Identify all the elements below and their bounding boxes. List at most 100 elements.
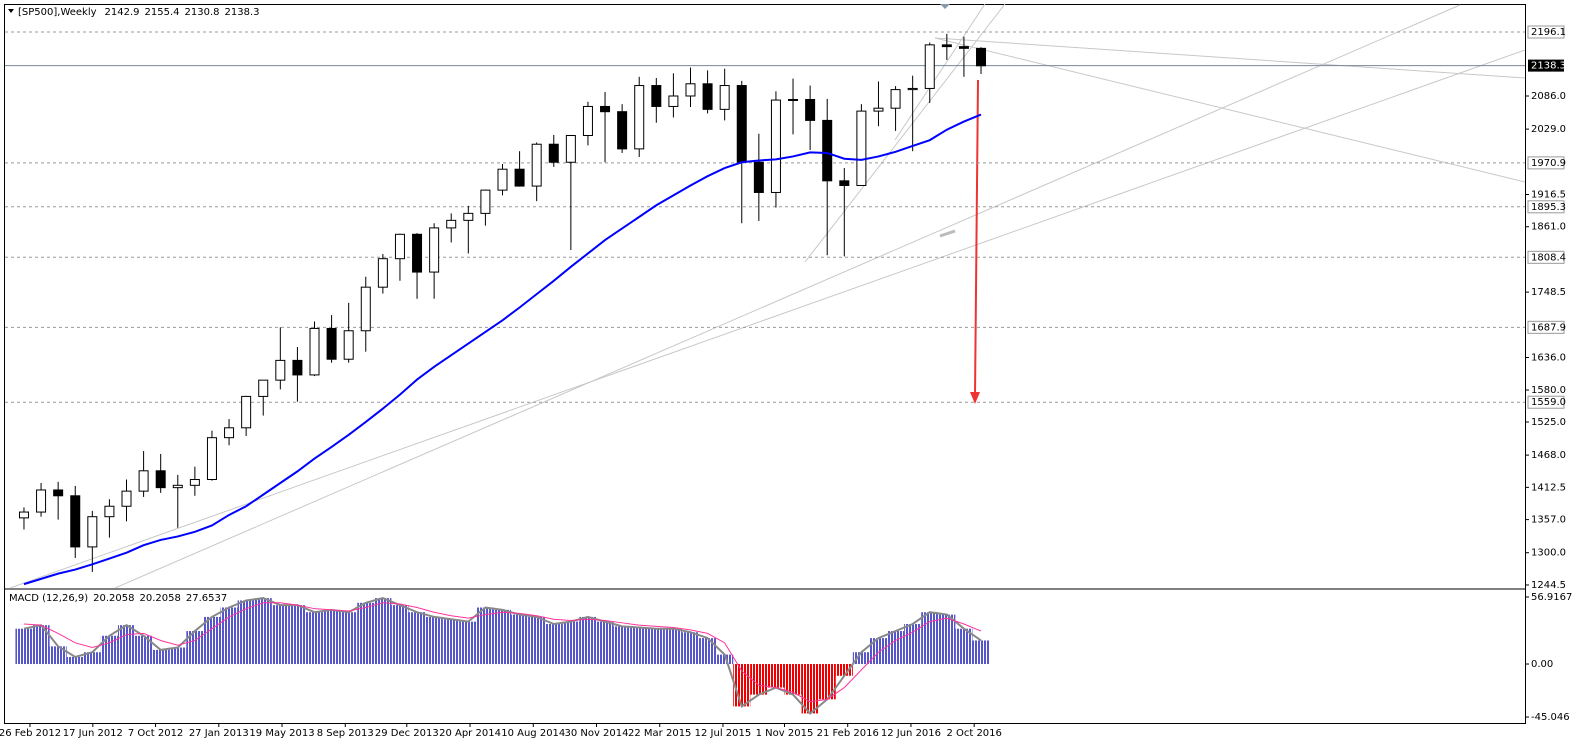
candle-body [770,99,781,193]
macd-bar [340,612,358,665]
trendline [894,4,986,141]
macd-bar [237,600,255,665]
candle-body [429,227,440,273]
y-tick-label: 1525.0 [1531,417,1566,428]
candle-body [343,330,354,360]
level-label-box [1527,200,1565,214]
level-label: 2196.1 [1531,27,1566,38]
level-label-box [1527,395,1565,409]
candle-body [668,95,679,107]
y-tick-label: 1861.0 [1531,222,1566,233]
macd-bar [596,621,614,665]
candle-body [514,168,525,187]
x-tick-label: 30 Nov 2014 [564,728,628,739]
candle-body [18,511,29,519]
y-tick-label: 1412.5 [1531,482,1566,493]
macd-bar [716,654,734,665]
candle-body [87,516,98,548]
candle-body [702,83,713,110]
candle-body [617,111,628,150]
macd-bar [630,627,648,665]
candle-body [565,135,576,163]
macd-value: 20.2058 [140,593,181,604]
frame [4,4,1526,724]
candle-body [805,98,816,121]
candle-body [224,427,235,439]
y-tick-label: 1357.0 [1531,515,1566,526]
shift-marker [940,4,950,9]
macd-bar [49,646,67,665]
y-tick-label: 1748.5 [1531,287,1566,298]
macd-bar [220,607,238,665]
chart-header: [SP500],Weekly 2142.9 2155.4 2130.8 2138.3 [18,7,260,18]
macd-title: MACD (12,26,9) [9,593,88,604]
macd-bar [152,649,170,665]
macd-bar [442,619,460,665]
y-tick-label: 1580.0 [1531,385,1566,396]
macd-bar [852,652,870,665]
macd-bar [972,640,990,665]
macd-bar [32,625,50,665]
candle-body [480,189,491,214]
macd-value: 20.2058 [93,593,134,604]
level-label: 1559.0 [1531,397,1566,408]
candle-body [736,85,747,163]
candle-body [377,258,388,288]
macd-bar [921,612,939,665]
level-label: 1970.9 [1531,158,1566,169]
trendlines [9,4,1525,588]
candle-body [548,143,559,163]
trendline [934,37,1525,79]
macd-bar [493,609,512,665]
candle-body [822,119,833,182]
macd-bar [305,612,324,665]
candle-body [275,359,286,381]
x-tick-label: 2 Oct 2016 [946,728,1001,739]
macd-bar [83,652,101,665]
candle-body [924,44,935,89]
macd-bar [66,656,84,665]
macd-bar [135,635,153,665]
menu-triangle [8,9,14,13]
macd-bar [904,623,922,665]
macd-bar [750,664,768,695]
candle-body [172,484,183,489]
x-tick-label: 1 Nov 2015 [756,728,814,739]
candle-body [412,233,423,273]
candle-body [446,219,457,229]
current-price-box [1528,59,1564,72]
macd-bar [117,625,136,665]
macd-bar [835,664,853,676]
candle-body [104,505,115,518]
level-label: 1687.9 [1531,322,1566,333]
y-tick-label: -45.046 [1531,712,1570,723]
macd-bar [459,621,477,665]
macd-bar [579,616,597,665]
macd-bar [374,598,392,665]
level-label-box [1527,320,1565,334]
macd-bar [169,647,187,665]
macd-bar [562,621,580,665]
candle-body [634,85,645,150]
macd-bar [664,628,682,665]
y-tick-label: 2086.0 [1531,91,1566,102]
signal-line [23,602,982,703]
candle-body [582,105,593,137]
candle-body [70,495,81,548]
trendline [9,49,1525,588]
candle-body [394,233,405,260]
candle-body [206,437,217,481]
candle-body [189,479,200,486]
high: 2155.4 [145,7,180,18]
macd-bar [647,628,665,665]
level-label: 1808.4 [1531,252,1566,263]
x-tick-label: 27 Jan 2013 [189,728,249,739]
y-tick-label: 1300.0 [1531,548,1566,559]
macd-bar [869,638,888,665]
x-tick-label: 8 Sep 2013 [317,728,374,739]
macd-bar [391,605,409,665]
candle-body [309,327,320,376]
open: 2142.9 [105,7,140,18]
candle-body [36,489,47,513]
